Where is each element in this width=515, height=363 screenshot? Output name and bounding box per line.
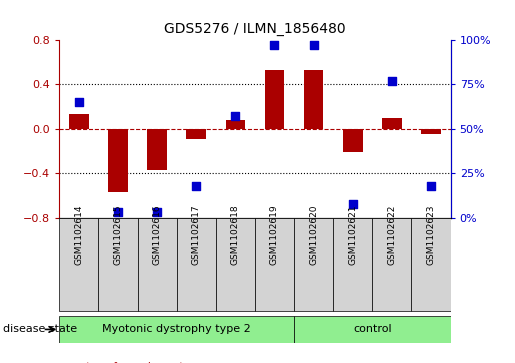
- Point: [310, 42, 318, 48]
- Bar: [294, 218, 333, 311]
- Text: GSM1102619: GSM1102619: [270, 204, 279, 265]
- Text: GSM1102621: GSM1102621: [348, 204, 357, 265]
- Bar: [147, 129, 167, 170]
- Point: [427, 183, 435, 189]
- Text: ■  transformed count: ■ transformed count: [70, 362, 183, 363]
- Text: GSM1102614: GSM1102614: [74, 204, 83, 265]
- Bar: [59, 218, 98, 311]
- Point: [388, 78, 396, 84]
- Bar: [421, 129, 441, 134]
- Bar: [108, 129, 128, 192]
- Text: control: control: [353, 325, 392, 334]
- Bar: [333, 218, 372, 311]
- Point: [231, 114, 239, 119]
- Bar: [372, 218, 411, 311]
- Bar: [255, 218, 294, 311]
- Bar: [98, 218, 138, 311]
- Text: GSM1102623: GSM1102623: [426, 204, 436, 265]
- Bar: [382, 118, 402, 129]
- Point: [153, 209, 161, 215]
- Bar: [343, 129, 363, 152]
- Bar: [69, 114, 89, 129]
- Bar: [59, 316, 294, 343]
- Bar: [186, 129, 206, 139]
- Bar: [294, 316, 451, 343]
- Bar: [226, 120, 245, 129]
- Point: [192, 183, 200, 189]
- Bar: [411, 218, 451, 311]
- Text: GSM1102618: GSM1102618: [231, 204, 240, 265]
- Text: GSM1102616: GSM1102616: [152, 204, 162, 265]
- Bar: [138, 218, 177, 311]
- Text: GSM1102615: GSM1102615: [113, 204, 123, 265]
- Text: GSM1102617: GSM1102617: [192, 204, 201, 265]
- Bar: [304, 70, 323, 129]
- Text: disease state: disease state: [3, 325, 77, 334]
- Text: GSM1102622: GSM1102622: [387, 204, 397, 265]
- Text: GSM1102620: GSM1102620: [309, 204, 318, 265]
- Point: [75, 99, 83, 105]
- Bar: [177, 218, 216, 311]
- Text: Myotonic dystrophy type 2: Myotonic dystrophy type 2: [102, 325, 251, 334]
- Title: GDS5276 / ILMN_1856480: GDS5276 / ILMN_1856480: [164, 22, 346, 36]
- Point: [114, 209, 122, 215]
- Bar: [265, 70, 284, 129]
- Point: [349, 201, 357, 207]
- Bar: [216, 218, 255, 311]
- Point: [270, 42, 279, 48]
